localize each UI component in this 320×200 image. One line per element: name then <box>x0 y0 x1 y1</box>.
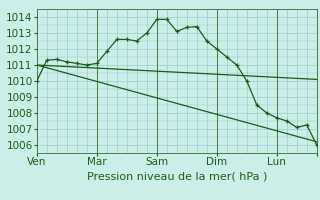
X-axis label: Pression niveau de la mer( hPa ): Pression niveau de la mer( hPa ) <box>87 171 267 181</box>
